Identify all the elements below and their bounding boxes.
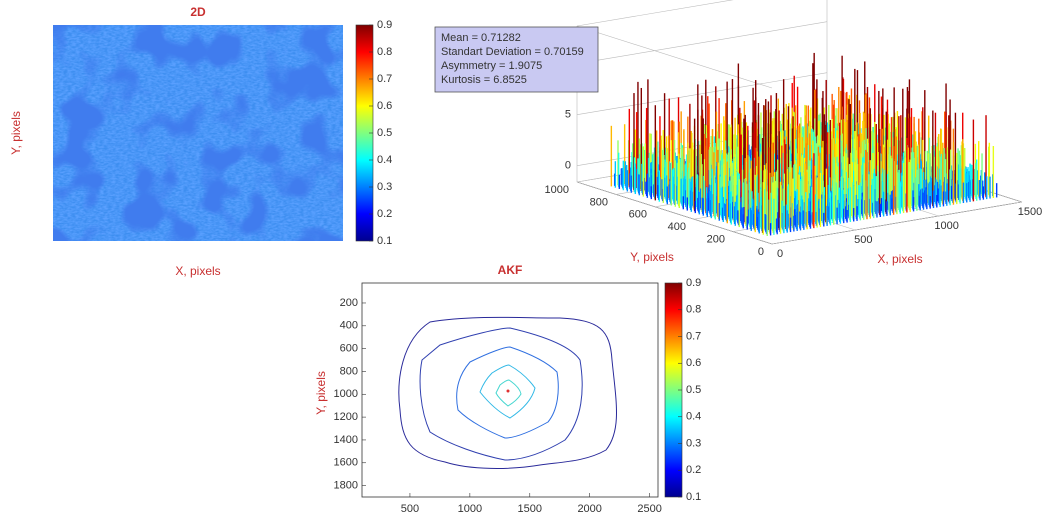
colorbar-tick-label: 0.6 (377, 100, 392, 112)
x-tick-label: 0 (777, 248, 783, 260)
colorbar-tick-label: 0.4 (686, 411, 701, 423)
y-tick-label: 400 (340, 320, 358, 332)
box-edge (576, 0, 734, 27)
colorbar-tick-label: 0.5 (686, 384, 701, 396)
y-tick-label: 1000 (545, 184, 569, 196)
colorbar-tick-label: 0.3 (377, 181, 392, 193)
chart-title: 2D (190, 5, 206, 19)
y-axis-label: Y, pixels (630, 250, 674, 264)
y-tick-label: 800 (590, 196, 608, 208)
y-tick-label: 200 (340, 297, 358, 309)
image-texture (53, 25, 343, 241)
colorbar-tick-label: 0.7 (377, 73, 392, 85)
chart-title: AKF (498, 263, 523, 277)
y-tick-label: 1800 (334, 479, 358, 491)
y-tick-label: 200 (707, 234, 725, 246)
y-tick-label: 600 (340, 343, 358, 355)
colorbar-tick-label: 0.8 (686, 304, 701, 316)
contour-line (495, 379, 522, 407)
contour-line (398, 316, 617, 469)
grid-line (576, 21, 828, 65)
grid-line (576, 181, 773, 245)
colorbar-tick-label: 0.9 (377, 19, 392, 31)
x-tick-label: 500 (854, 234, 872, 246)
y-tick-label: 0 (758, 246, 764, 258)
colorbar-tick-label: 0.3 (686, 437, 701, 449)
x-tick-label: 1000 (934, 220, 958, 232)
contour-line (419, 327, 583, 461)
grid-line (576, 72, 828, 116)
x-tick-label: 1500 (1018, 206, 1042, 218)
colorbar-tick-label: 0.2 (377, 208, 392, 220)
x-tick-label: 1500 (518, 503, 542, 515)
colorbar-tick-label: 0.4 (377, 154, 392, 166)
stats-line: Kurtosis = 6.8525 (441, 74, 527, 86)
grid-line (771, 201, 1023, 245)
y-tick-label: 1600 (334, 457, 358, 469)
contour-line (456, 346, 559, 439)
contour-line (479, 364, 536, 419)
y-tick-label: 600 (629, 209, 647, 221)
x-tick-label: 500 (401, 503, 419, 515)
contour-peak (506, 389, 510, 393)
stats-line: Mean = 0.71282 (441, 32, 521, 44)
z-tick-label: 0 (565, 160, 571, 172)
y-tick-label: 800 (340, 365, 358, 377)
colorbar-tick-label: 0.7 (686, 330, 701, 342)
stats-line: Standart Deviation = 0.70159 (441, 46, 584, 58)
colorbar-tick-label: 0.1 (377, 235, 392, 247)
y-tick-label: 1400 (334, 434, 358, 446)
x-tick-label: 1000 (458, 503, 482, 515)
y-axis-label: Y, pixels (9, 111, 23, 155)
plot-area (361, 282, 659, 498)
x-axis-label: X, pixels (175, 264, 220, 278)
colorbar-tick-label: 0.5 (377, 127, 392, 139)
colorbar-tick-label: 0.1 (686, 491, 701, 503)
y-tick-label: 400 (668, 221, 686, 233)
colorbar-tick-label: 0.9 (686, 277, 701, 289)
colorbar-tick-label: 0.2 (686, 464, 701, 476)
stats-line: Asymmetry = 1.9075 (441, 60, 542, 72)
x-tick-label: 2000 (577, 503, 601, 515)
colorbar-tick-label: 0.8 (377, 46, 392, 58)
surface-plot: 050010001500020040060080010000510 (545, 0, 1042, 260)
x-tick-label: 2500 (637, 503, 661, 515)
x-axis-label: X, pixels (877, 252, 922, 266)
z-tick-label: 5 (565, 109, 571, 121)
y-tick-label: 1000 (334, 388, 358, 400)
y-tick-label: 1200 (334, 411, 358, 423)
y-axis-label: Y, pixels (314, 371, 328, 415)
stats-box (434, 26, 599, 93)
box-edge (576, 25, 773, 89)
colorbar-tick-label: 0.6 (686, 357, 701, 369)
